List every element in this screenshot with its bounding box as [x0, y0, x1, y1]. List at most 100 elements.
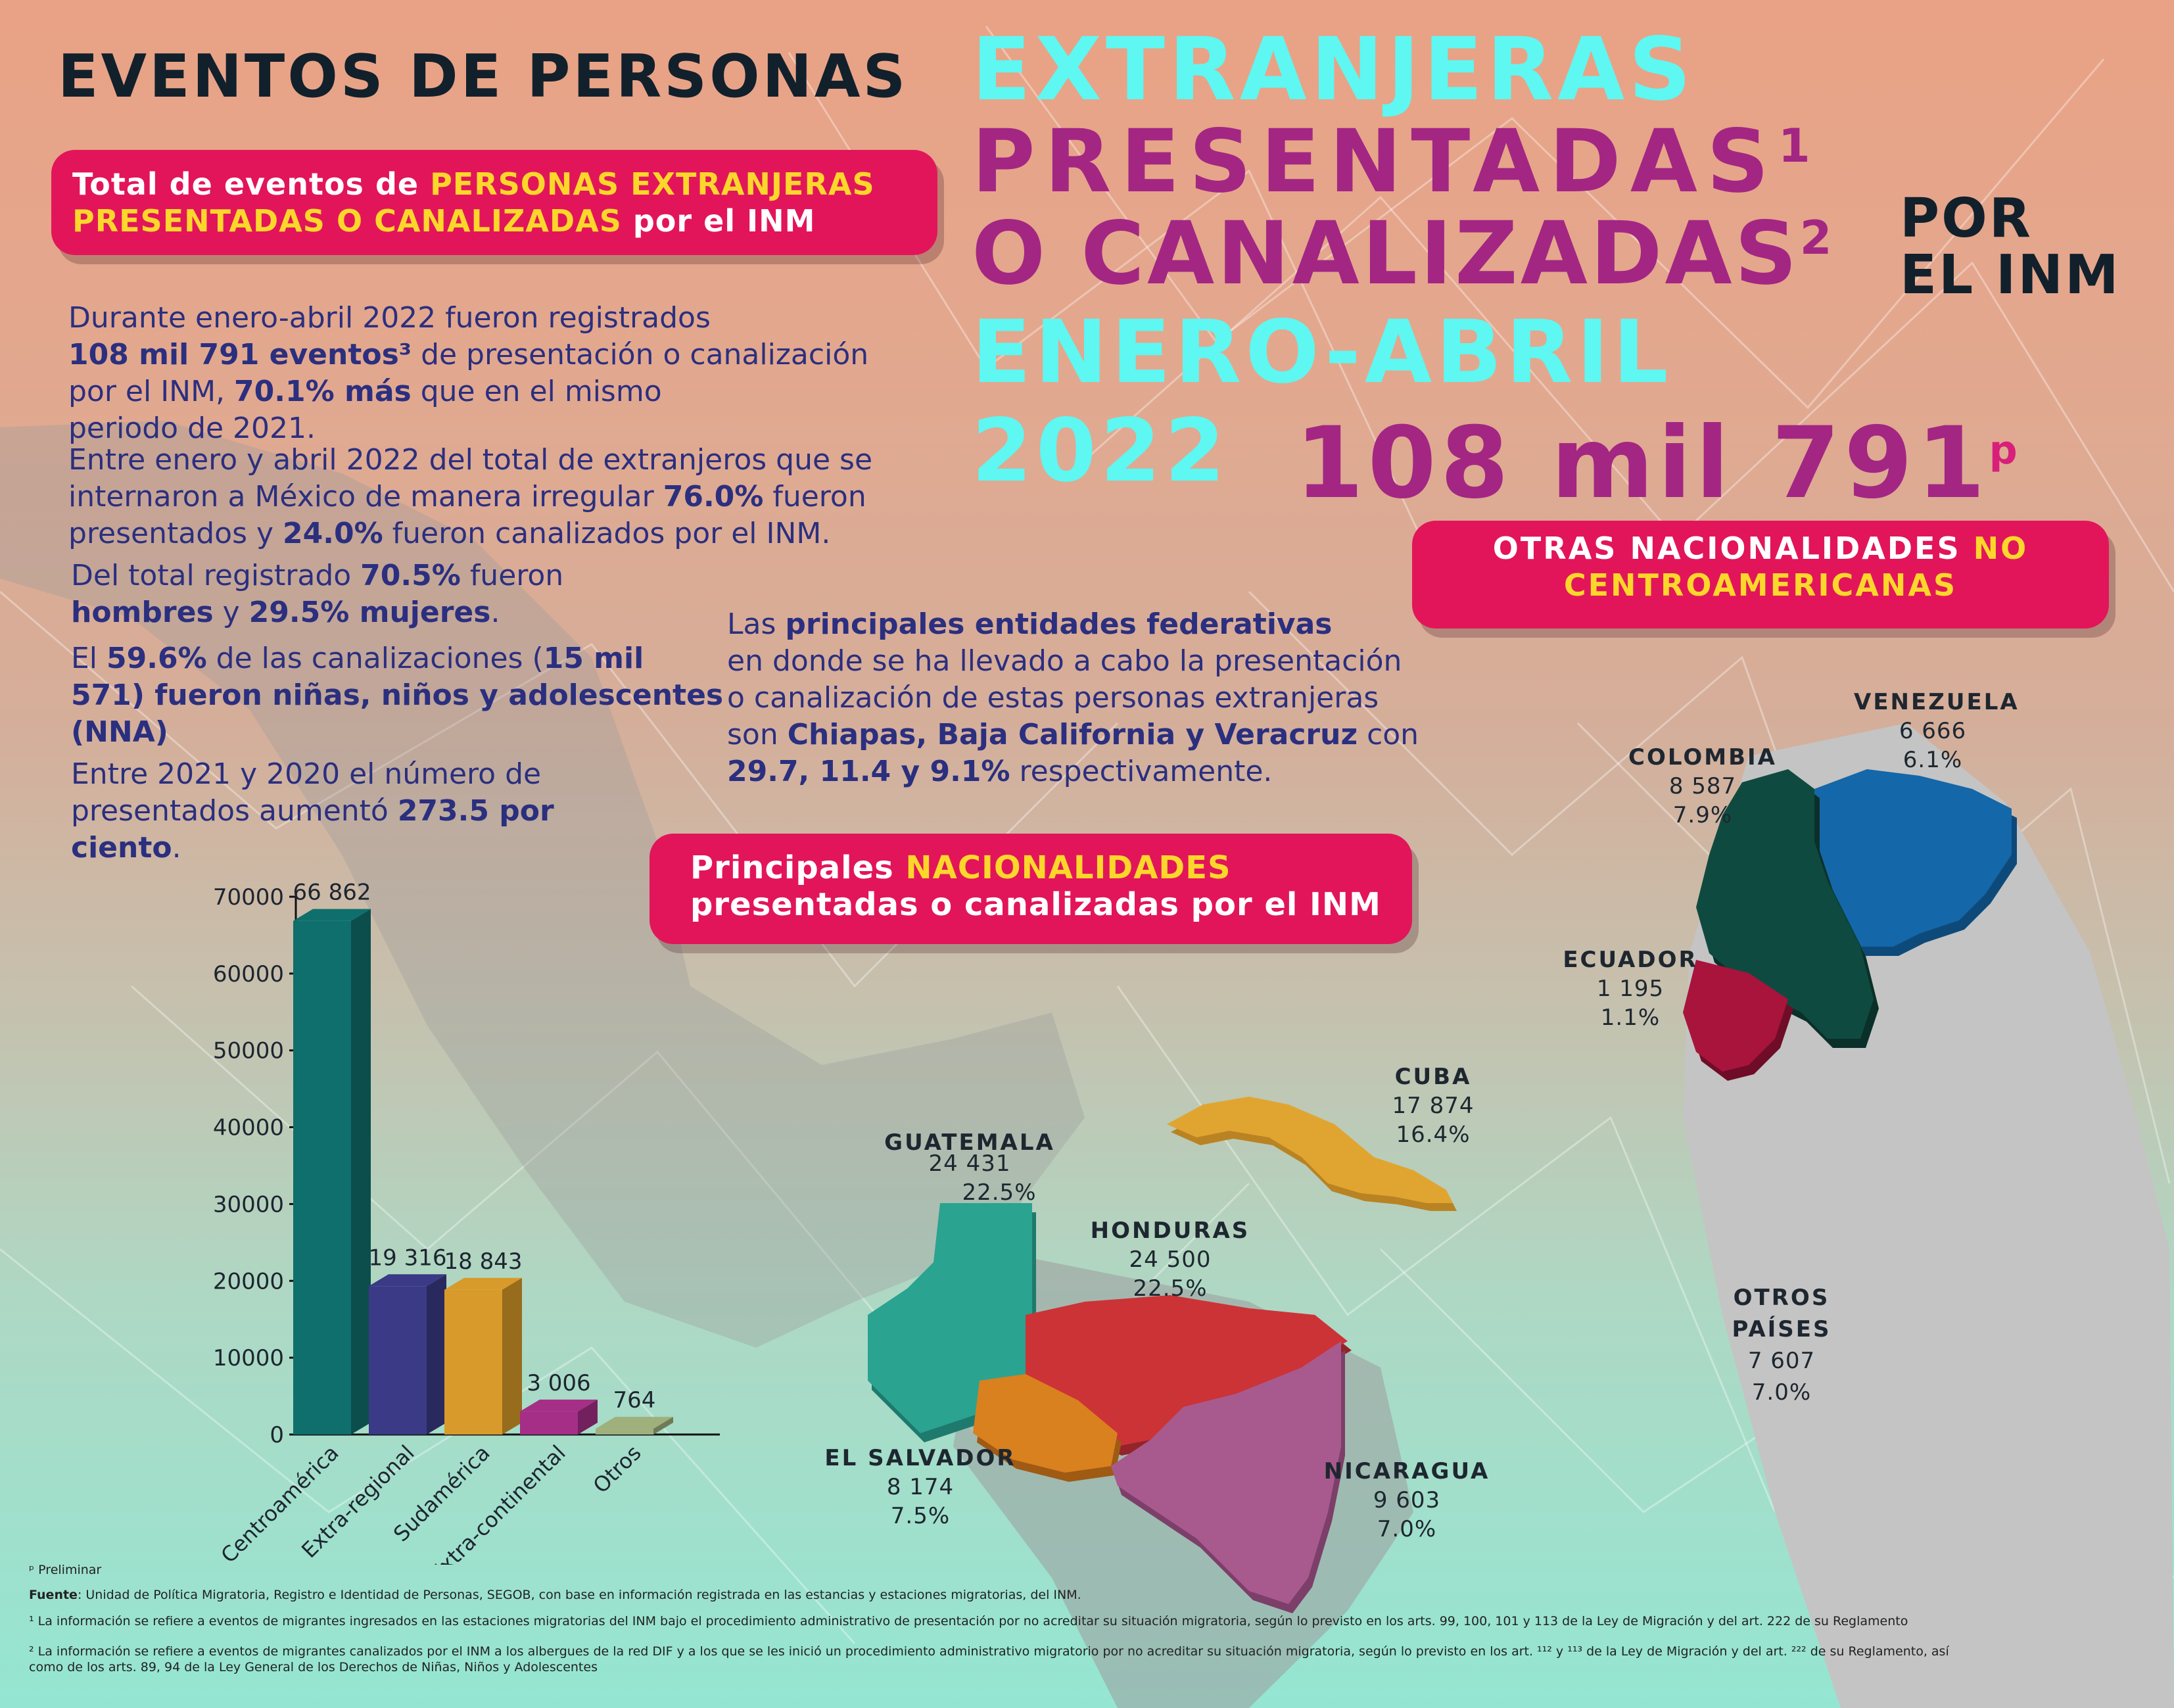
- banner-text: por el INM: [621, 203, 816, 239]
- banner-highlight: PERSONAS EXTRANJERAS: [430, 166, 875, 202]
- guatemala-shape: [868, 1203, 1032, 1433]
- text-bold: hombres: [71, 596, 214, 629]
- text: fueron: [763, 480, 866, 513]
- paragraph-minors: El 59.6% de las canalizaciones (15 mil 5…: [71, 640, 723, 751]
- y-tick-label: 40000: [213, 1115, 284, 1141]
- paragraph-gender: Del total registrado 70.5% fueron hombre…: [71, 557, 563, 631]
- text-bold: 70.1% más: [234, 375, 412, 408]
- text-bold: 29.5% mujeres: [248, 596, 491, 629]
- banner-highlight: NACIONALIDADES: [905, 849, 1231, 886]
- text-bold: 571) fueron niñas, niños y adolescentes: [71, 678, 724, 712]
- label-honduras: HONDURAS 24 500 22.5%: [1078, 1216, 1262, 1303]
- footnote-2-line-1: ² La información se refiere a eventos de…: [29, 1644, 1949, 1659]
- country-percent: 22.5%: [1133, 1275, 1208, 1302]
- country-value: 17 874: [1392, 1093, 1475, 1119]
- title-presentadas: PRESENTADAS: [972, 111, 1779, 212]
- footnote-mark-2: 2: [1799, 211, 1835, 265]
- footnote-2-line-2: como de los arts. 89, 94 de la Ley Gener…: [29, 1660, 598, 1674]
- country-percent: 16.4%: [1396, 1122, 1471, 1148]
- text: Entre 2021 y 2020 el número de: [71, 757, 542, 791]
- label-el-salvador: EL SALVADOR 8 174 7.5%: [815, 1444, 1026, 1530]
- bar: [369, 1286, 427, 1435]
- footnote-2: ² La información se refiere a eventos de…: [29, 1644, 1949, 1675]
- banner-highlight: NO: [1973, 531, 2029, 566]
- country-name: HONDURAS: [1090, 1218, 1250, 1244]
- bar-value-label: 3 006: [527, 1370, 590, 1396]
- bar-side: [502, 1277, 522, 1435]
- title-line-2: EXTRANJERAS: [972, 19, 1695, 120]
- text: que en el mismo: [411, 375, 662, 408]
- y-tick-label: 30000: [213, 1191, 284, 1218]
- banner-text: Principales: [690, 849, 906, 886]
- country-percent: 6.1%: [1902, 747, 1963, 773]
- label-guatemala: GUATEMALA 24 431 22.5%: [874, 1128, 1065, 1207]
- country-name: COLOMBIA: [1628, 744, 1777, 771]
- text: El: [71, 642, 107, 675]
- banner-text: Total de eventos de: [72, 166, 431, 202]
- title-year: 2022: [972, 400, 1229, 502]
- country-value: 1 195: [1596, 976, 1665, 1002]
- bar-top: [520, 1399, 598, 1411]
- title-por: POR: [1900, 187, 2033, 250]
- other-nationalities-banner: OTRAS NACIONALIDADES NO CENTROAMERICANAS: [1412, 521, 2109, 629]
- text: en donde se ha llevado a cabo la present…: [727, 644, 1402, 678]
- text-bold: 76.0%: [663, 480, 764, 513]
- footnote-mark-1: 1: [1778, 119, 1820, 173]
- text-bold: 29.7, 11.4 y 9.1%: [727, 755, 1010, 788]
- nicaragua-shape: [1111, 1341, 1341, 1604]
- venezuela-shape: [1814, 769, 2012, 947]
- country-name: NICARAGUA: [1323, 1458, 1490, 1484]
- text: fueron canalizados por el INM.: [383, 517, 831, 550]
- country-value: 8 587: [1668, 773, 1737, 799]
- y-tick-label: 60000: [213, 961, 284, 987]
- ecuador-shape: [1683, 960, 1788, 1072]
- source-text: : Unidad de Política Migratoria, Registr…: [77, 1588, 1081, 1602]
- label-otros-paises: OTROS PAÍSES 7 607 7.0%: [1683, 1282, 1880, 1408]
- y-tick-label: 20000: [213, 1268, 284, 1294]
- text: Las: [727, 607, 786, 641]
- banner-highlight: CENTROAMERICANAS: [1563, 567, 1958, 603]
- label-colombia: COLOMBIA 8 587 7.9%: [1617, 743, 1788, 830]
- bar-value-label: 19 316: [369, 1245, 447, 1271]
- text-bold: Chiapas, Baja California y Veracruz: [787, 718, 1358, 751]
- country-value: 8 174: [886, 1474, 955, 1500]
- title-line-3: PRESENTADAS1: [972, 118, 1820, 205]
- main-nationalities-banner: Principales NACIONALIDADES presentadas o…: [650, 834, 1412, 944]
- country-percent: 7.0%: [1377, 1516, 1437, 1542]
- text: respectivamente.: [1010, 755, 1273, 788]
- total-events-value: 108 mil 791: [1295, 406, 1989, 521]
- paragraph-summary: Durante enero-abril 2022 fueron registra…: [68, 300, 868, 447]
- preliminary-mark: p: [1989, 427, 2021, 473]
- text: de las canalizaciones (: [206, 642, 544, 675]
- banner-text: presentadas o canalizadas por el INM: [690, 886, 1381, 923]
- country-value: 24 500: [1129, 1246, 1212, 1273]
- country-percent: 7.9%: [1672, 802, 1733, 828]
- text: periodo de 2021.: [68, 412, 316, 445]
- text: son: [727, 718, 788, 751]
- y-tick-label: 10000: [213, 1345, 284, 1371]
- label-cuba: CUBA 17 874 16.4%: [1361, 1062, 1505, 1149]
- bar-value-label: 18 843: [444, 1248, 523, 1275]
- country-value: 7 607: [1747, 1348, 1816, 1374]
- footnote-preliminary: ᵖ Preliminar: [29, 1563, 102, 1577]
- text: con: [1358, 718, 1419, 751]
- title-el-inm: EL INM: [1900, 244, 2121, 306]
- y-tick-label: 70000: [213, 884, 284, 911]
- text: o canalización de estas personas extranj…: [727, 681, 1379, 715]
- text-bold: 59.6%: [106, 642, 207, 675]
- paragraph-growth: Entre 2021 y 2020 el número de presentad…: [71, 756, 554, 866]
- text: .: [490, 596, 500, 629]
- text-bold: 70.5%: [360, 559, 461, 592]
- bar: [520, 1411, 578, 1435]
- text: Entre enero y abril 2022 del total de ex…: [68, 443, 873, 477]
- text-bold: 24.0%: [283, 517, 383, 550]
- text: de presentación o canalización: [412, 338, 869, 371]
- text: fueron: [460, 559, 564, 592]
- total-events: 108 mil 791p: [1295, 414, 2021, 513]
- country-value: 6 666: [1899, 718, 1967, 744]
- text-bold: principales entidades federativas: [785, 607, 1333, 641]
- label-ecuador: ECUADOR 1 195 1.1%: [1545, 945, 1716, 1032]
- country-value: 9 603: [1373, 1487, 1441, 1513]
